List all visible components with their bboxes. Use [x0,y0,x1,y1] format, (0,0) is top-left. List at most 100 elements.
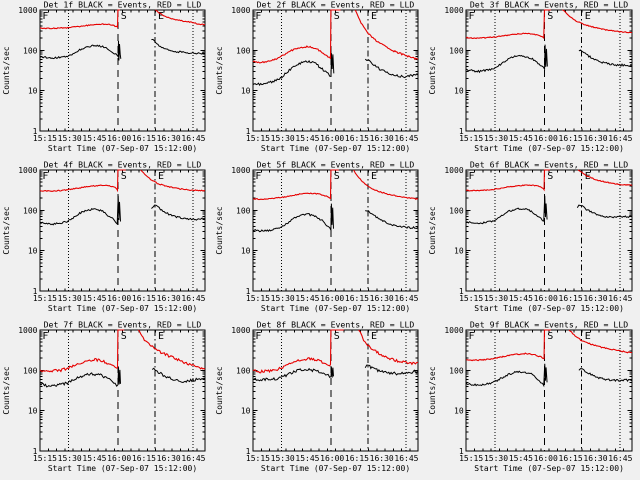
x-tick-label: 16:15 [345,454,369,463]
curve-segment [252,53,335,87]
x-tick-label: 15:45 [509,294,533,303]
curve-segment [252,169,339,201]
curve-segment [576,204,633,219]
x-tick-label: 16:45 [181,454,205,463]
x-axis-label: Start Time (07-Sep-07 15:12:00) [48,304,197,313]
y-tick-label: 1000 [444,6,463,15]
flag-label-e: E [585,11,591,22]
y-tick-label: 1 [33,127,38,136]
y-tick-label: 100 [236,366,251,375]
y-tick-label: 1000 [18,326,37,335]
curve-events [465,44,633,74]
curve-lld [465,169,633,192]
curve-segment [137,329,206,370]
panel-title: Det 2f BLACK = Events, RED = LLD [257,0,415,10]
y-axis-label: Counts/sec [428,46,437,94]
curve-segment [465,9,551,40]
x-axis-label: Start Time (07-Sep-07 15:12:00) [261,144,410,153]
x-tick-label: 16:15 [345,294,369,303]
flag-label-e: E [158,11,164,22]
axis-ticks [39,9,206,132]
flag-label-s: S [121,11,127,22]
curve-segment [40,9,120,30]
x-tick-label: 15:30 [271,454,295,463]
curve-segment [151,367,206,384]
x-tick-label: 15:30 [58,294,82,303]
axis-ticks [39,169,206,292]
curve-segment [39,169,126,193]
x-tick-label: 16:45 [394,454,418,463]
y-tick-label: 10 [28,247,38,256]
x-tick-label: 16:15 [559,134,583,143]
x-tick-label: 15:45 [295,134,319,143]
x-tick-label: 15:45 [295,454,319,463]
flag-label-f: F [469,11,475,22]
curve-segment [568,329,633,354]
curve-segment [155,9,206,26]
curve-events [252,203,419,233]
y-tick-label: 10 [454,247,464,256]
y-tick-label: 1 [246,447,251,456]
x-tick-label: 16:15 [132,294,156,303]
curve-segment [577,169,633,187]
plot-frame [252,329,419,452]
y-tick-label: 100 [23,46,38,55]
axis-ticks [252,9,419,132]
curve-segment [140,169,206,192]
x-tick-label: 16:00 [320,294,344,303]
y-tick-label: 10 [241,247,251,256]
x-tick-label: 15:15 [459,454,483,463]
curve-events [39,367,206,388]
x-tick-label: 15:45 [509,134,533,143]
x-tick-label: 16:15 [132,454,156,463]
curve-segment [252,329,344,374]
flag-label-f: F [42,171,48,182]
y-tick-label: 1000 [231,6,250,15]
y-tick-label: 100 [23,366,38,375]
curve-segment [354,9,419,61]
y-tick-label: 1000 [444,326,463,335]
x-tick-label: 16:30 [157,134,181,143]
x-tick-label: 16:30 [583,454,607,463]
curve-segment [562,9,633,34]
x-tick-label: 15:30 [271,294,295,303]
curve-segment [39,367,121,388]
flag-label-e: E [371,11,377,22]
flag-label-f: F [469,331,475,342]
flag-label-e: E [585,331,591,342]
x-axis-label: Start Time (07-Sep-07 15:12:00) [48,144,197,153]
x-tick-label: 15:15 [33,294,57,303]
x-tick-label: 16:00 [107,134,131,143]
flag-label-e: E [371,171,377,182]
x-tick-label: 16:00 [107,294,131,303]
y-tick-label: 1 [459,447,464,456]
y-tick-label: 10 [28,407,38,416]
curve-events [466,195,633,225]
x-tick-label: 16:00 [534,294,558,303]
curve-events [252,53,419,87]
curve-segment [578,368,633,383]
flag-label-s: S [334,11,340,22]
x-tick-label: 15:30 [484,294,508,303]
y-tick-label: 10 [454,407,464,416]
y-tick-label: 10 [454,87,464,96]
curve-segment [465,363,548,388]
axis-ticks [465,329,633,452]
curve-lld [40,9,206,30]
x-tick-label: 15:45 [509,454,533,463]
y-tick-label: 1 [246,287,251,296]
plot-frame [252,9,419,132]
x-tick-label: 15:30 [58,134,82,143]
x-tick-label: 16:30 [583,134,607,143]
x-tick-label: 16:30 [370,294,394,303]
x-tick-label: 16:15 [345,134,369,143]
panel-title: Det 1f BLACK = Events, RED = LLD [44,0,202,10]
flag-label-e: E [371,331,377,342]
panel-title: Det 8f BLACK = Events, RED = LLD [257,320,415,330]
x-tick-label: 16:00 [320,454,344,463]
y-tick-label: 1000 [18,166,37,175]
